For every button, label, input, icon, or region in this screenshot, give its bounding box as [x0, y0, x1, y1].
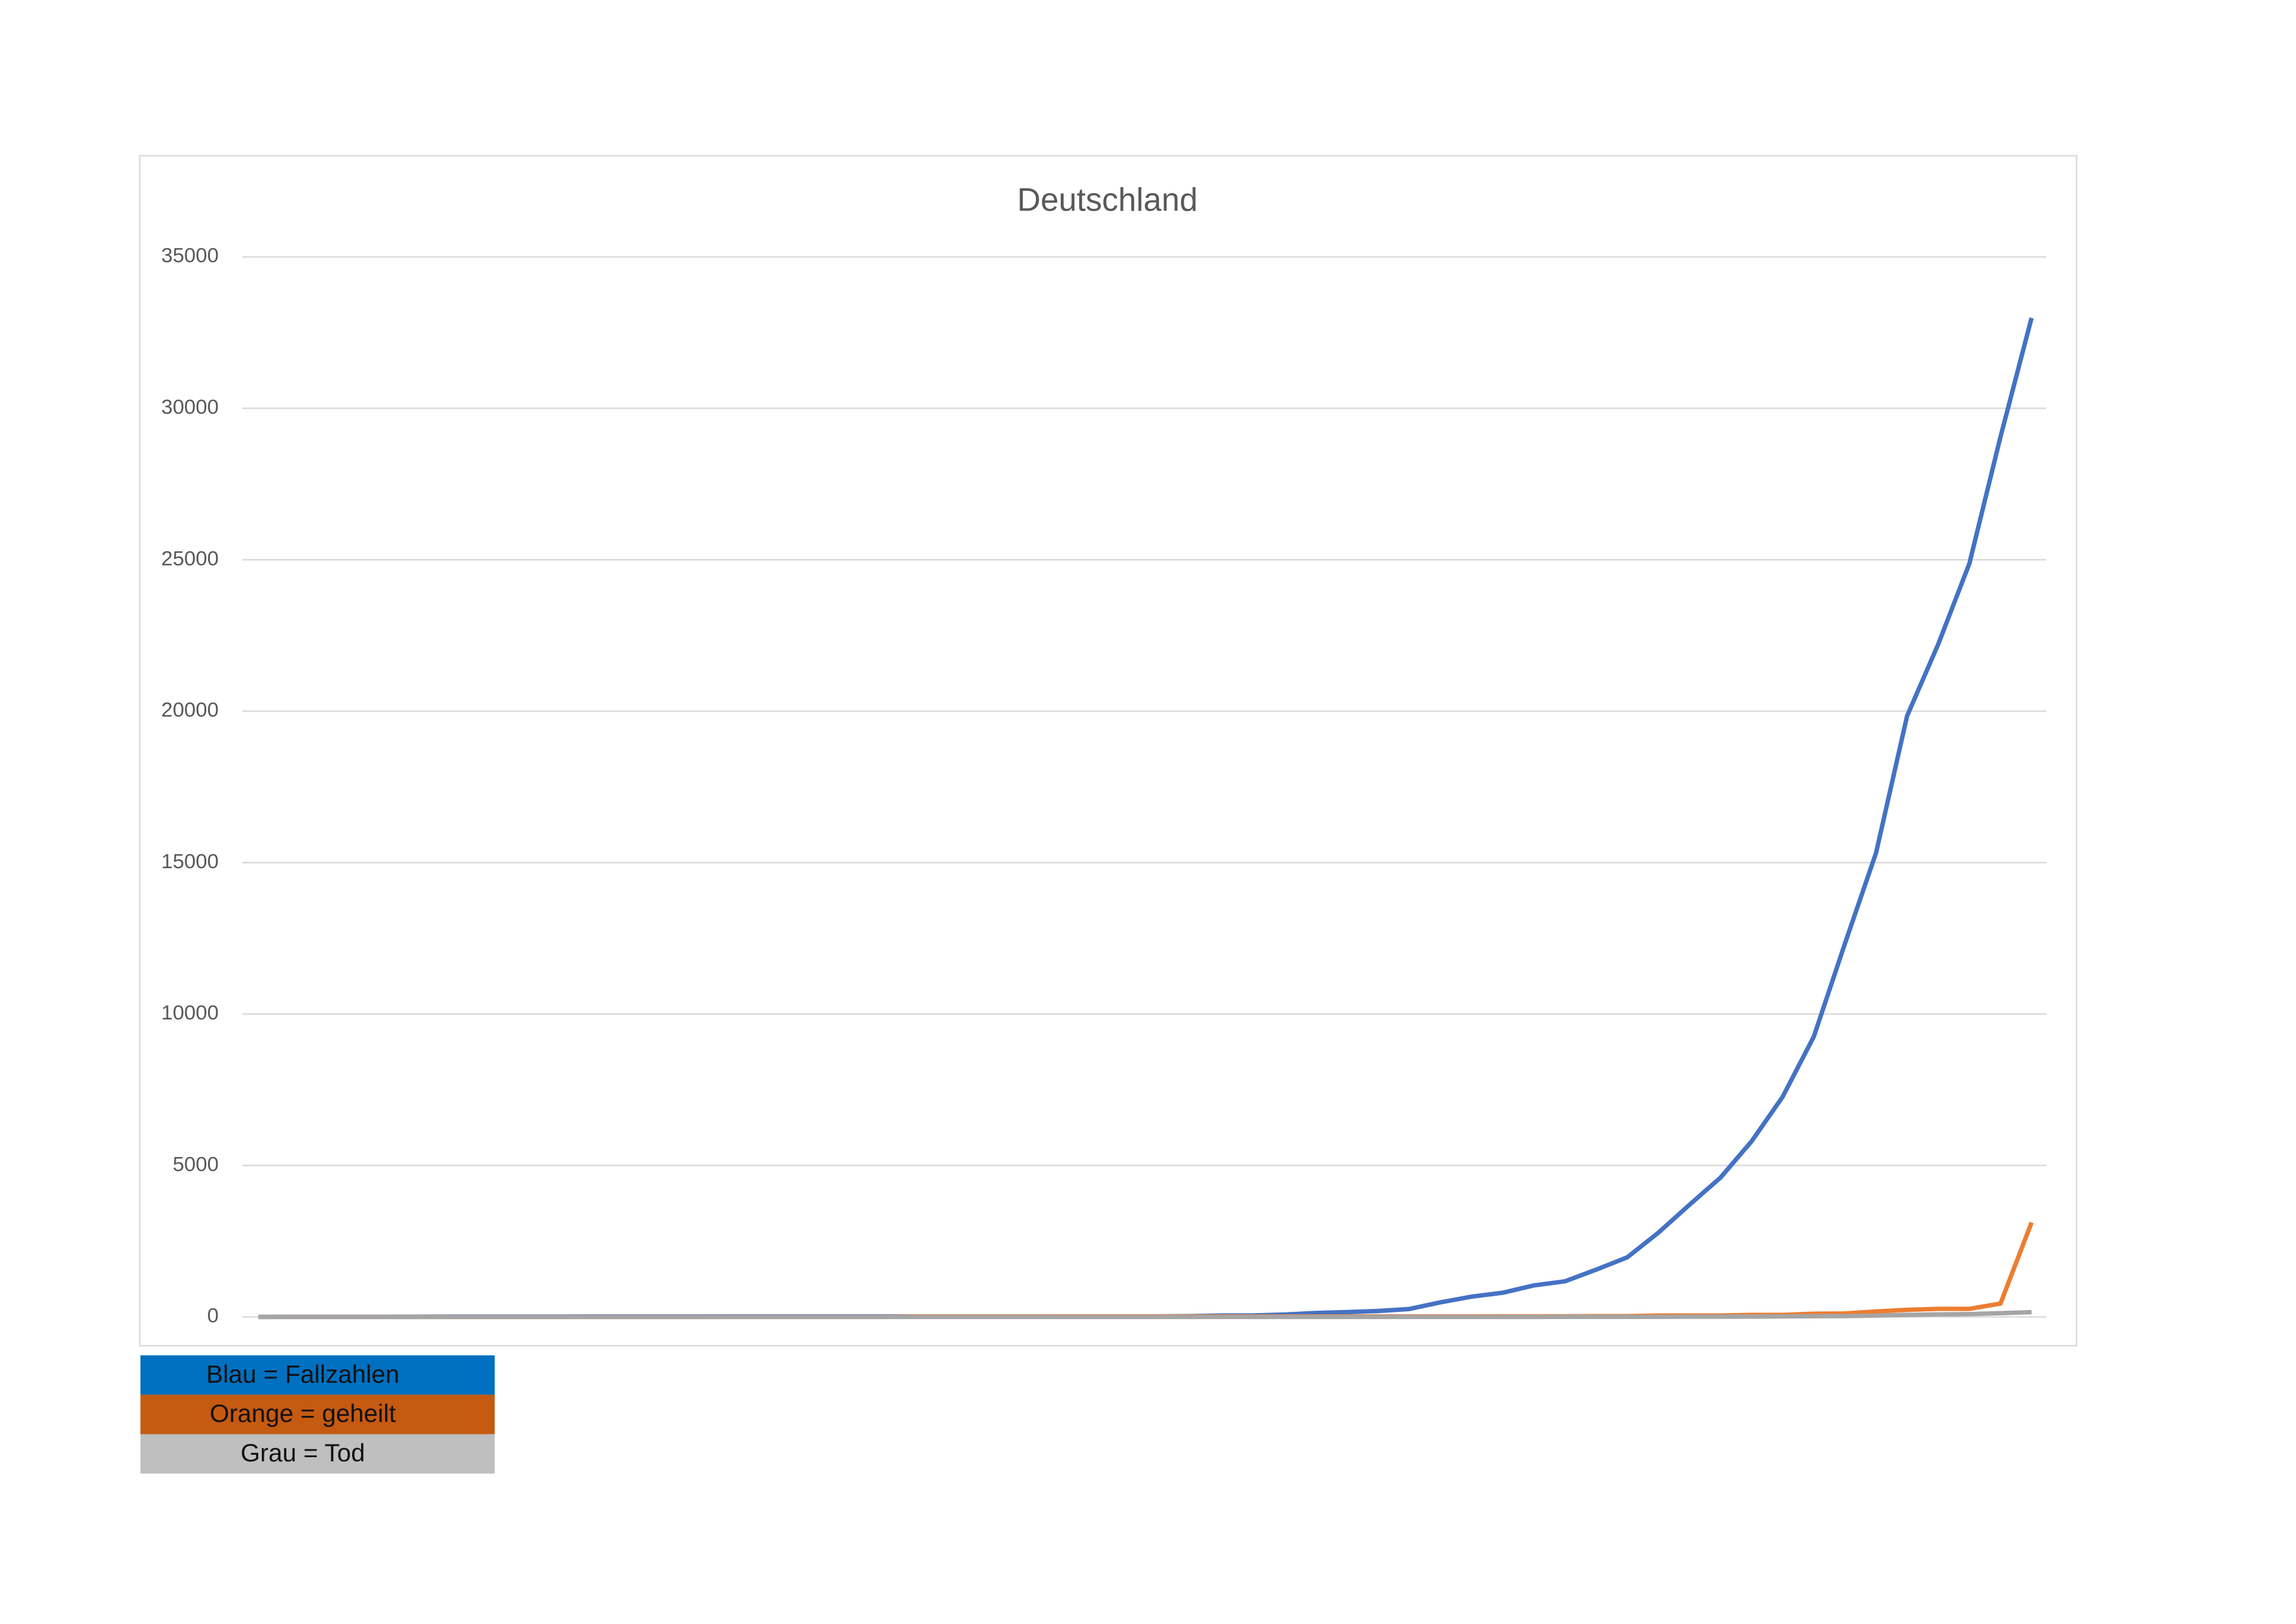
y-tick-label: 20000 — [161, 699, 219, 722]
legend-swatch — [140, 1355, 495, 1395]
legend-swatch — [140, 1394, 495, 1434]
y-tick-label: 25000 — [161, 547, 219, 570]
y-tick-label: 30000 — [161, 396, 219, 419]
y-tick-label: 0 — [207, 1305, 218, 1327]
y-tick-label: 15000 — [161, 850, 219, 873]
y-tick-label: 10000 — [161, 1002, 219, 1024]
lines — [258, 317, 2034, 1320]
legend-swatch — [140, 1434, 495, 1474]
chart-frame — [139, 155, 2078, 1347]
y-tick-label: 35000 — [161, 245, 219, 267]
legend-label: Grau = Tod — [240, 1439, 365, 1467]
y-tick-label: 5000 — [173, 1153, 219, 1176]
series-line — [258, 1309, 2032, 1320]
legend: Blau = Fallzahlen Orange = geheilt Grau = … — [140, 1355, 495, 1474]
chart-title: Deutschland — [1017, 182, 1198, 218]
grid: 0 5000 10000 15000 20000 25000 30000 35000 — [161, 245, 2047, 1327]
legend-label: Blau = Fallzahlen — [206, 1360, 399, 1388]
legend-label: Orange = geheilt — [210, 1399, 396, 1427]
